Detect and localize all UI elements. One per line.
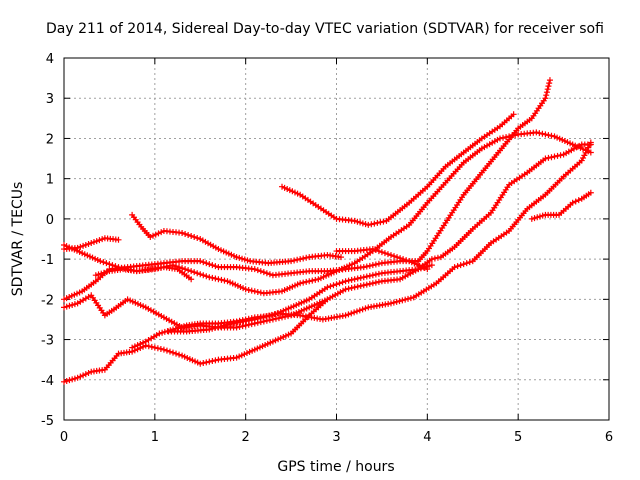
series-plus-markers bbox=[129, 262, 435, 351]
x-tick-label: 3 bbox=[332, 430, 340, 445]
y-tick-label: 1 bbox=[46, 173, 54, 188]
y-tick-label: -5 bbox=[41, 414, 54, 429]
series-plus-markers bbox=[528, 189, 594, 222]
y-tick-label: -4 bbox=[41, 374, 54, 389]
series-line bbox=[131, 264, 433, 349]
data-series bbox=[61, 235, 122, 253]
data-series bbox=[61, 141, 594, 385]
data-series bbox=[129, 262, 435, 351]
x-tick-label: 6 bbox=[605, 430, 613, 445]
data-series-group bbox=[61, 77, 594, 385]
series-plus-markers bbox=[92, 264, 195, 283]
series-plus-markers bbox=[279, 111, 517, 228]
grid-lines bbox=[64, 58, 609, 420]
x-axis-label: GPS time / hours bbox=[277, 459, 394, 475]
chart-title: Day 211 of 2014, Sidereal Day-to-day VTE… bbox=[46, 21, 604, 37]
x-tick-label: 2 bbox=[242, 430, 250, 445]
y-tick-label: 4 bbox=[46, 52, 54, 67]
series-plus-markers bbox=[61, 77, 553, 303]
y-tick-label: -2 bbox=[41, 293, 54, 308]
y-axis-label: SDTVAR / TECUs bbox=[10, 182, 26, 297]
x-tick-label: 0 bbox=[60, 430, 68, 445]
data-series bbox=[61, 77, 553, 303]
series-plus-markers bbox=[333, 246, 431, 273]
data-series bbox=[333, 246, 431, 273]
y-tick-label: -1 bbox=[41, 253, 54, 268]
y-tick-label: 0 bbox=[46, 213, 54, 228]
y-tick-label: -3 bbox=[41, 334, 54, 349]
x-tick-label: 1 bbox=[151, 430, 159, 445]
data-series bbox=[279, 111, 517, 228]
series-line bbox=[281, 113, 515, 227]
y-tick-label: 2 bbox=[46, 132, 54, 147]
axis-ticks: 0 1 2 3 4 5 6 -5 -4 -3 -2 -1 0 1 2 3 4 bbox=[41, 52, 613, 445]
data-series bbox=[92, 264, 195, 283]
x-tick-label: 4 bbox=[423, 430, 431, 445]
series-plus-markers bbox=[129, 211, 345, 267]
x-tick-label: 5 bbox=[514, 430, 522, 445]
y-tick-label: 3 bbox=[46, 92, 54, 107]
data-series bbox=[528, 189, 594, 222]
data-series bbox=[129, 211, 345, 267]
series-plus-markers bbox=[61, 141, 594, 385]
